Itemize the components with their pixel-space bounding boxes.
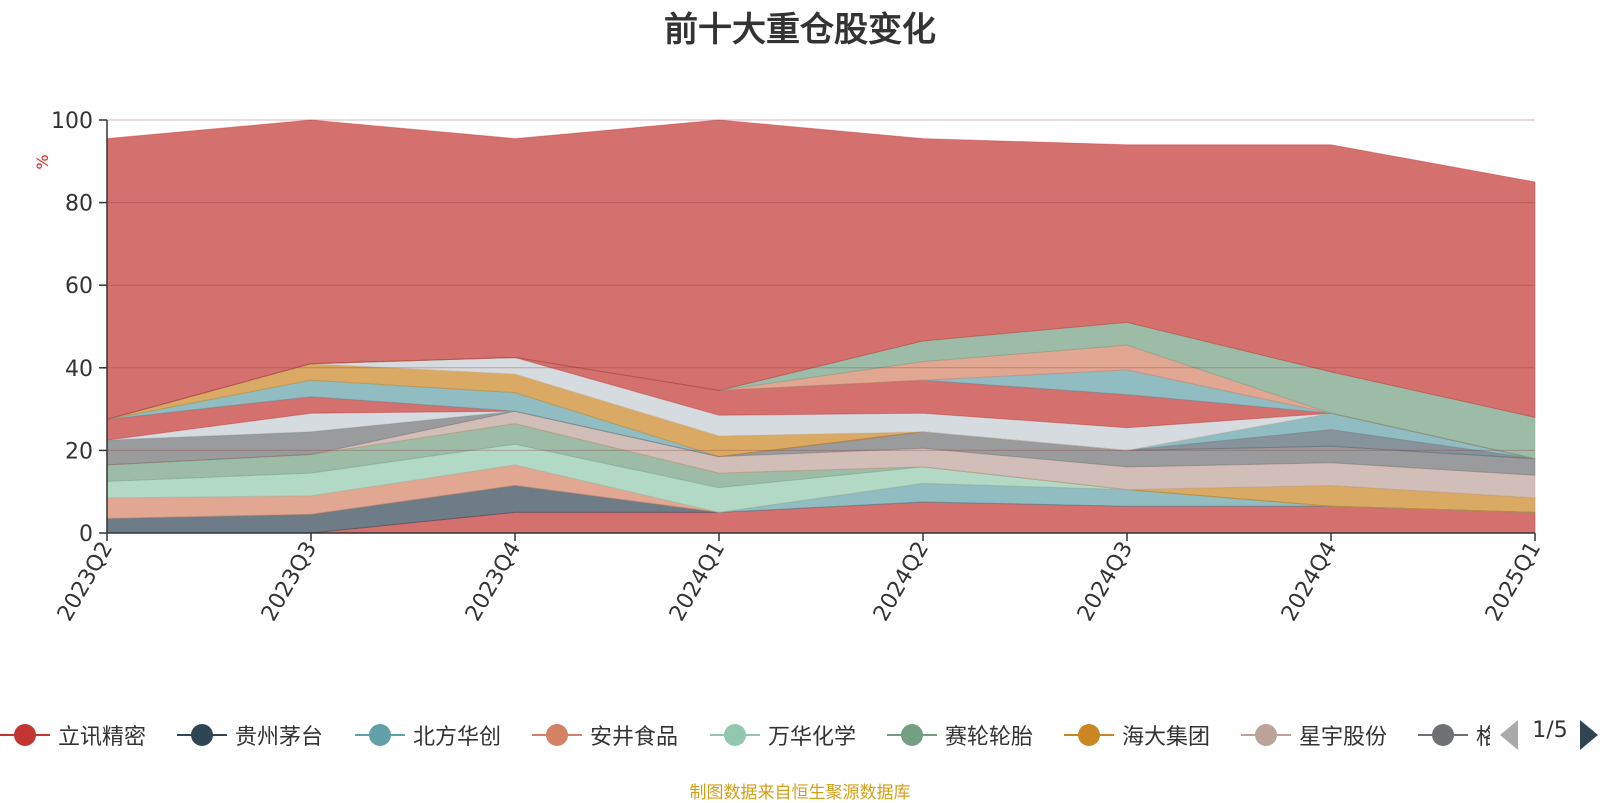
x-tick-label: 2023Q3 [257, 538, 322, 626]
legend-label: 北方华创 [413, 725, 502, 750]
x-tick-label: 2023Q4 [461, 538, 526, 626]
x-tick-label: 2023Q2 [53, 538, 118, 626]
legend-label: 安井食品 [590, 725, 679, 750]
legend-item[interactable]: 赛轮轮胎 [887, 715, 1033, 755]
legend-label: 万华化学 [768, 725, 857, 750]
y-tick-label: 20 [65, 439, 93, 464]
legend-next-icon[interactable] [1580, 720, 1598, 750]
area-series-19[interactable] [106, 119, 1536, 421]
y-tick-label: 60 [65, 274, 93, 299]
legend-pager: 1/5 [1500, 716, 1600, 756]
source-note: 制图数据来自恒生聚源数据库 [689, 783, 911, 803]
x-tick-label: 2025Q1 [1481, 538, 1546, 626]
legend-page-indicator: 1/5 [1532, 718, 1568, 743]
legend-marker-icon [1418, 724, 1468, 746]
legend-item[interactable]: 北方华创 [355, 715, 501, 755]
chart-plot: 0 20 40 60 80 100% 2023Q2 2023Q3 2023Q4 2024Q1 202… [33, 109, 1546, 626]
chart-title: 前十大重仓股变化 [664, 10, 936, 50]
y-tick-label: 40 [65, 357, 93, 382]
legend-label: 海大集团 [1122, 725, 1211, 750]
legend-marker-icon [532, 724, 582, 746]
legend-item[interactable]: 海大集团 [1064, 715, 1210, 755]
legend-item[interactable]: 星宇股份 [1241, 715, 1387, 755]
x-tick-label: 2024Q1 [665, 538, 730, 626]
legend-marker-icon [710, 724, 760, 746]
legend-item[interactable]: 格力电器 [1418, 715, 1490, 755]
legend-marker-icon [1064, 724, 1114, 746]
x-tick-label: 2024Q2 [869, 538, 934, 626]
legend-item[interactable]: 安井食品 [532, 715, 678, 755]
legend-marker-icon [355, 724, 405, 746]
legend-label: 立讯精密 [58, 725, 147, 750]
area-layer [106, 119, 1536, 534]
legend-label: 贵州茅台 [235, 725, 324, 750]
legend-item[interactable]: 贵州茅台 [177, 715, 323, 755]
legend: 立讯精密 贵州茅台 北方华创 安井食品 万华化学 赛轮轮胎 海大集团 星宇股份 格力电器 [0, 715, 1490, 755]
legend-item[interactable]: 万华化学 [710, 715, 856, 755]
x-tick-label: 2024Q4 [1277, 538, 1342, 626]
legend-label: 星宇股份 [1299, 725, 1388, 750]
legend-label: 格力电器 [1476, 725, 1490, 750]
legend-item[interactable]: 立讯精密 [0, 715, 146, 755]
y-tick-label: 80 [65, 192, 93, 217]
y-tick-label: 100 [51, 109, 93, 134]
legend-marker-icon [177, 724, 227, 746]
x-tick-label: 2024Q3 [1073, 538, 1138, 626]
y-tick-label: 0 [79, 522, 93, 547]
y-axis-label: % [33, 154, 52, 169]
legend-label: 赛轮轮胎 [945, 725, 1034, 750]
legend-marker-icon [1241, 724, 1291, 746]
legend-prev-icon[interactable] [1500, 720, 1518, 750]
gridlines [107, 119, 1535, 451]
legend-marker-icon [887, 724, 937, 746]
legend-marker-icon [0, 724, 50, 746]
